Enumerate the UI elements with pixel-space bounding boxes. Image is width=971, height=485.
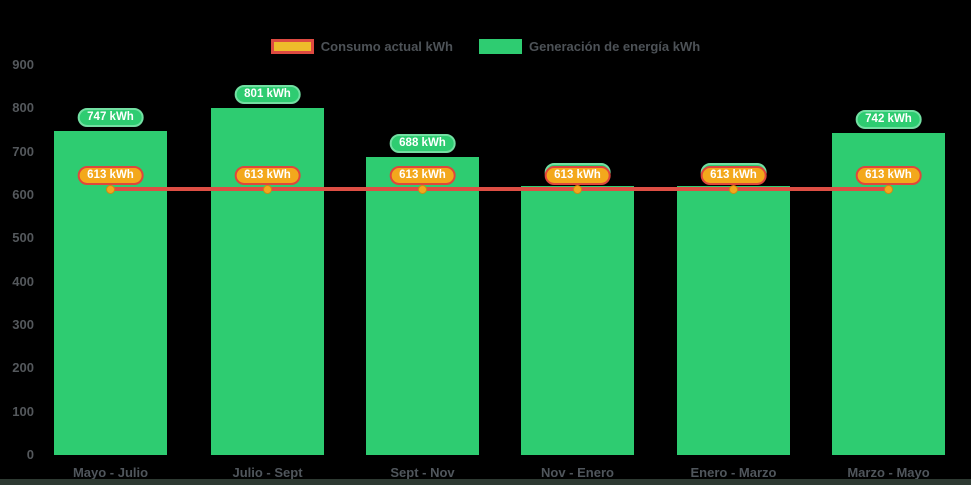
x-axis-label: Julio - Sept [232,465,303,480]
consumption-value-label: 613 kWh [855,166,922,186]
consumption-value-label: 613 kWh [234,166,301,186]
y-axis-tick-label: 200 [12,360,34,376]
x-axis-label: Nov - Enero [541,465,614,480]
generation-bar[interactable] [211,107,324,455]
generation-bar[interactable] [677,186,790,455]
consumption-point[interactable] [729,184,738,194]
generation-value-label: 688 kWh [389,133,456,153]
generation-value-label: 747 kWh [77,108,144,128]
y-axis-tick-label: 600 [12,187,34,202]
consumption-legend-swatch [270,39,314,54]
x-axis-label: Marzo - Mayo [847,465,930,480]
consumption-point[interactable] [263,184,272,194]
y-axis-tick-label: 400 [12,273,34,289]
consumption-point[interactable] [418,184,427,194]
legend-item-consumption[interactable]: Consumo actual kWh [270,39,453,54]
consumption-value-label: 613 kWh [389,166,456,186]
generation-value-label: 801 kWh [234,84,301,104]
y-axis-tick-label: 0 [26,447,34,462]
generation-value-label: 742 kWh [855,110,922,130]
consumption-point[interactable] [884,184,893,194]
generation-legend-label: Generación de energía kWh [528,39,701,54]
y-axis-tick-label: 100 [12,403,34,419]
legend-item-generation[interactable]: Generación de energía kWh [478,39,701,54]
generation-bar[interactable] [366,156,479,455]
y-axis-tick-label: 900 [12,57,34,72]
consumption-line[interactable] [110,187,889,192]
generation-legend-swatch [478,39,522,54]
consumption-legend-label: Consumo actual kWh [320,39,453,54]
consumption-value-label: 613 kWh [544,166,611,186]
x-axis-label: Mayo - Julio [72,465,149,480]
y-axis-tick-label: 700 [12,143,34,159]
consumption-value-label: 613 kWh [700,166,767,186]
bottom-divider [0,479,971,485]
x-axis-label: Sept - Nov [390,465,455,480]
x-axis-label: Enero - Marzo [690,465,777,480]
consumption-value-label: 613 kWh [77,166,144,186]
consumption-point[interactable] [573,184,582,194]
y-axis-tick-label: 300 [12,317,34,332]
y-axis-tick-label: 800 [12,100,34,116]
generation-bar[interactable] [521,186,634,455]
consumption-point[interactable] [106,184,115,194]
chart-legend: Consumo actual kWh Generación de energía… [0,39,971,54]
y-axis-tick-label: 500 [12,230,34,246]
